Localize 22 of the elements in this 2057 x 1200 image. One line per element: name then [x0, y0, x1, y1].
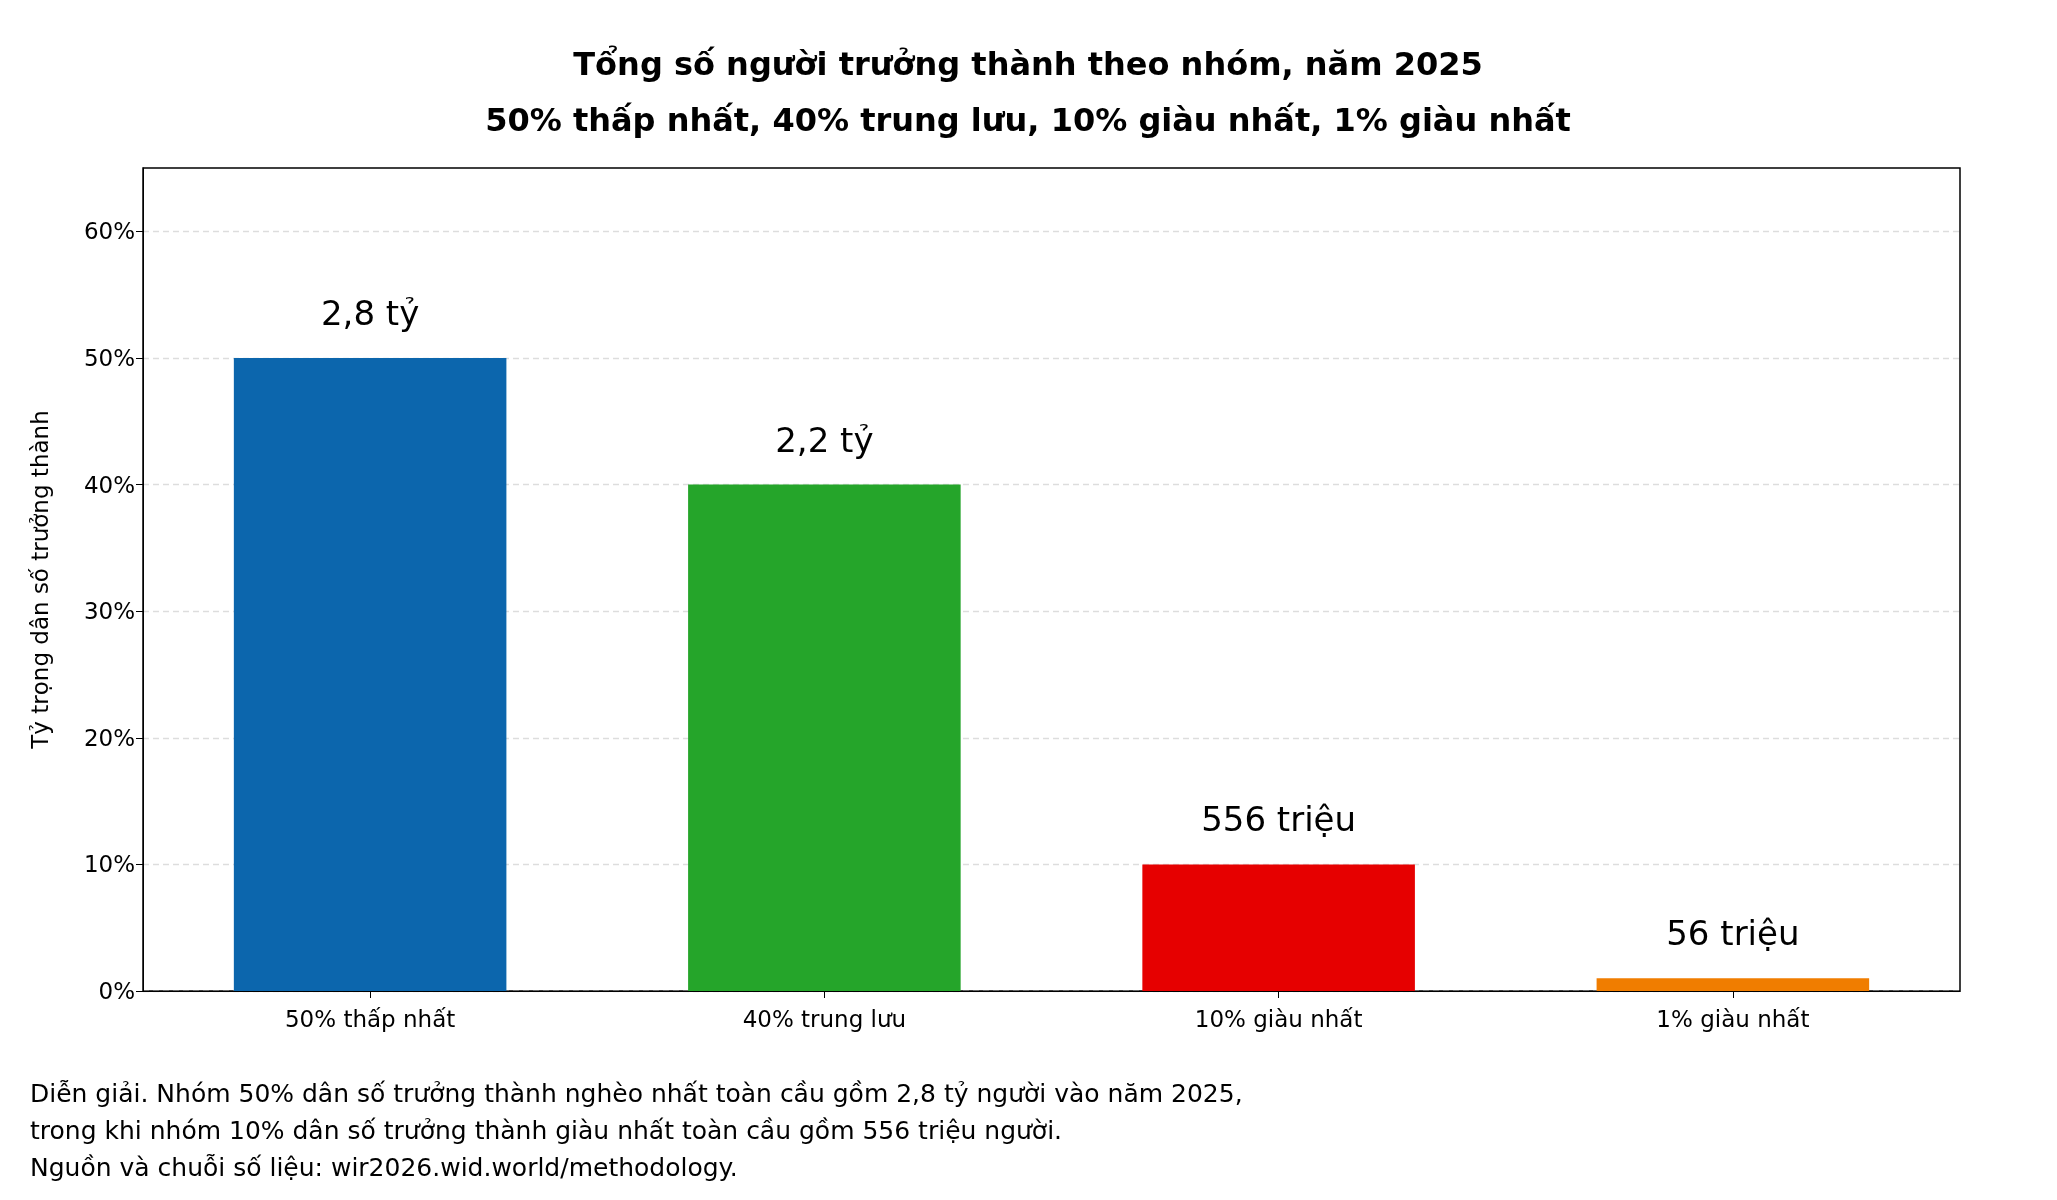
y-tick-label: 10% — [83, 851, 135, 878]
annotation: 56 triệu — [1666, 913, 1800, 954]
annotation: 2,2 tỷ — [775, 419, 874, 460]
annotation: 556 triệu — [1201, 799, 1357, 840]
y-axis-title: Tỷ trọng dân số trưởng thành — [26, 410, 53, 750]
y-tick-label: 30% — [83, 598, 135, 625]
x-tick-label: 10% giàu nhất — [1194, 1005, 1363, 1032]
y-tick-label: 20% — [83, 724, 135, 751]
y-tick-label: 0% — [98, 978, 135, 1004]
x-tick-label: 50% thấp nhất — [284, 1005, 456, 1032]
y-tick-label: 50% — [83, 344, 135, 371]
bar — [688, 484, 961, 991]
bar — [1142, 864, 1415, 991]
bar — [1596, 978, 1870, 991]
text: Diễn giải. Nhóm 50% dân số trưởng thành nghèo nhất toàn cầu gồm 2,8 tỷ người vào năm 2025, trong khi nhóm 10% dân số trưởng thành giàu nhất toàn cầu gồm 556 triệu người. Nguồn và chuỗi số liệu: wir2026.wid.world/methodology. — [30, 1079, 1243, 1182]
x-tick-label: 1% giàu nhất — [1656, 1005, 1810, 1032]
y-tick-label: 40% — [83, 471, 135, 498]
x-tick-label: 40% trung lưu — [742, 1005, 907, 1032]
annotation: 2,8 tỷ — [320, 292, 420, 333]
y-tick-label: 60% — [83, 218, 135, 245]
chart-title: Tổng số người trưởng thành theo nhóm, năm 2025 50% thấp nhất, 40% trung lưu, 10% giàu nhất, 1% giàu nhất — [485, 45, 1571, 139]
bar — [233, 357, 507, 991]
